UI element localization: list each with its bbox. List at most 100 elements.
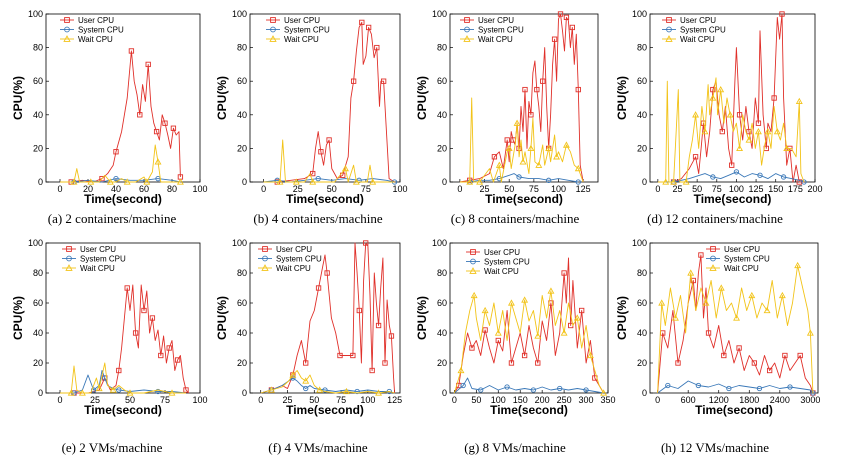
x-tick-label: 20	[83, 184, 93, 194]
data-point	[176, 178, 184, 185]
data-point	[109, 386, 117, 393]
data-point	[350, 78, 357, 84]
data-point	[124, 285, 130, 291]
data-point	[145, 61, 151, 68]
data-point	[671, 314, 679, 321]
y-tick-label: 100	[432, 9, 447, 19]
data-point	[575, 86, 581, 93]
x-tick-label: 175	[788, 184, 803, 194]
data-point	[795, 97, 803, 105]
x-tick-label: 0	[452, 395, 457, 405]
y-tick-label: 100	[232, 9, 247, 19]
x-axis-label: Time(second)	[490, 403, 568, 417]
data-point	[710, 86, 716, 93]
data-point	[746, 128, 752, 135]
y-tick-label: 100	[432, 238, 447, 248]
y-axis-label: CPU(%)	[11, 296, 25, 340]
data-point	[382, 360, 388, 366]
series-line-user-cpu	[260, 242, 396, 394]
legend-marker	[261, 264, 269, 271]
data-point	[154, 158, 162, 165]
y-tick-label: 40	[437, 328, 447, 338]
y-tick-label: 80	[237, 268, 247, 278]
legend-marker	[65, 264, 73, 271]
legend-marker	[469, 267, 477, 274]
data-point	[778, 291, 786, 299]
data-point	[380, 78, 387, 84]
legend-label: Wait CPU	[724, 264, 759, 273]
y-tick-label: 0	[242, 388, 247, 398]
data-point	[106, 178, 114, 185]
x-tick-label: 75	[712, 184, 722, 194]
data-point	[494, 329, 502, 336]
x-tick-label: 150	[768, 184, 783, 194]
y-tick-label: 80	[33, 43, 43, 53]
data-point	[751, 360, 758, 366]
data-point	[563, 14, 570, 21]
data-point	[721, 352, 727, 359]
data-point	[670, 178, 678, 185]
data-point	[363, 240, 369, 246]
y-axis-label: CPU(%)	[11, 76, 25, 120]
y-tick-label: 40	[237, 110, 247, 120]
legend-label: User CPU	[680, 16, 716, 25]
plot-frame	[449, 13, 599, 183]
data-point	[276, 178, 284, 185]
data-point	[470, 291, 478, 299]
series-line-wait-cpu	[263, 139, 395, 183]
y-tick-label: 20	[637, 143, 647, 153]
y-tick-label: 100	[232, 238, 247, 248]
data-point	[375, 322, 382, 329]
data-point	[794, 261, 802, 269]
legend-label: System CPU	[680, 26, 726, 35]
legend-label: User CPU	[724, 245, 760, 254]
y-tick-label: 20	[437, 143, 447, 153]
data-point	[504, 137, 510, 143]
y-tick-label: 40	[637, 328, 647, 338]
data-point	[535, 161, 543, 168]
legend-marker	[262, 246, 268, 252]
data-point	[141, 307, 147, 314]
legend-label: User CPU	[284, 16, 320, 25]
subfigure-caption: (f) 4 VMs/machine	[268, 440, 368, 455]
x-axis-label: Time(second)	[84, 403, 162, 417]
plot-frame	[45, 242, 201, 394]
legend-marker	[710, 246, 716, 252]
y-tick-label: 60	[237, 76, 247, 86]
data-point	[309, 178, 317, 185]
data-point	[123, 178, 131, 185]
data-point	[352, 178, 360, 185]
y-tick-label: 100	[632, 238, 647, 248]
data-point	[166, 345, 172, 351]
data-point	[365, 24, 372, 31]
legend-marker	[463, 35, 471, 42]
data-point	[569, 24, 575, 31]
legend-label: Wait CPU	[680, 35, 715, 44]
data-point	[318, 149, 324, 155]
data-point	[702, 299, 710, 306]
legend-label: System CPU	[484, 258, 530, 267]
series-line-user-cpu	[60, 50, 181, 183]
data-point	[557, 11, 564, 17]
data-point	[315, 285, 322, 291]
legend-marker	[666, 26, 672, 33]
y-tick-label: 60	[637, 76, 647, 86]
data-point	[132, 330, 139, 336]
data-point	[337, 352, 343, 359]
data-point	[695, 382, 702, 389]
data-point	[508, 360, 515, 366]
data-point	[149, 315, 156, 321]
data-point	[745, 136, 753, 143]
data-point	[726, 385, 732, 392]
y-tick-label: 80	[437, 43, 447, 53]
chart-panel-7: 0 20 40 60 80 100 0 50 100 150 200 250 300 350 Time(se…	[415, 238, 616, 455]
y-axis-label: CPU(%)	[415, 296, 429, 340]
data-point	[733, 314, 741, 321]
legend-marker	[470, 249, 476, 255]
y-tick-label: 0	[442, 177, 447, 187]
y-axis-label: CPU(%)	[415, 76, 429, 120]
y-tick-label: 80	[33, 268, 43, 278]
data-point	[310, 170, 316, 177]
subfigure-caption: (d) 12 containers/machine	[647, 211, 783, 226]
